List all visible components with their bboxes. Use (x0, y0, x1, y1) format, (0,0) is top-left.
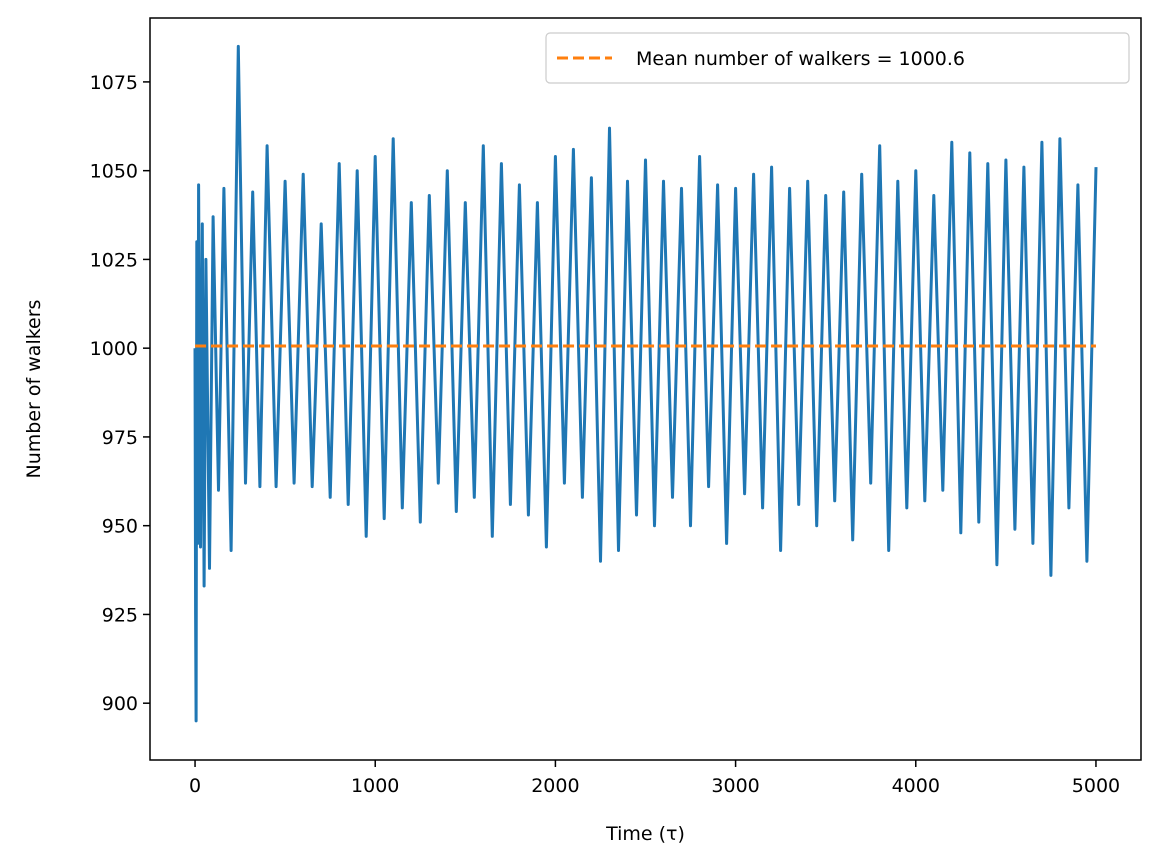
y-tick-label: 1050 (90, 161, 138, 183)
y-tick-label: 950 (102, 516, 138, 538)
x-tick-label: 0 (189, 775, 201, 797)
x-tick-label: 2000 (531, 775, 579, 797)
x-tick-label: 4000 (892, 775, 940, 797)
x-tick-label: 3000 (711, 775, 759, 797)
series-line-walkers (193, 44, 1098, 723)
axes: 0 1000 2000 3000 4000 5000 900 925 950 975 1000 102… (23, 17, 1142, 845)
x-tick-label: 1000 (351, 775, 399, 797)
y-tick-label: 975 (102, 427, 138, 449)
x-axis-label: Time (τ) (605, 823, 685, 845)
x-tick-label: 5000 (1072, 775, 1120, 797)
plot-area (193, 44, 1098, 723)
y-tick-label: 925 (102, 604, 138, 626)
legend: Mean number of walkers = 1000.6 (545, 32, 1130, 84)
y-axis-label: Number of walkers (23, 300, 45, 479)
y-tick-label: 1075 (90, 72, 138, 94)
y-tick-label: 1000 (90, 338, 138, 360)
legend-box (545, 32, 1130, 84)
y-tick-label: 1025 (90, 249, 138, 271)
y-tick-label: 900 (102, 693, 138, 715)
legend-label-mean: Mean number of walkers = 1000.6 (636, 48, 965, 70)
axes-frame (149, 17, 1142, 761)
